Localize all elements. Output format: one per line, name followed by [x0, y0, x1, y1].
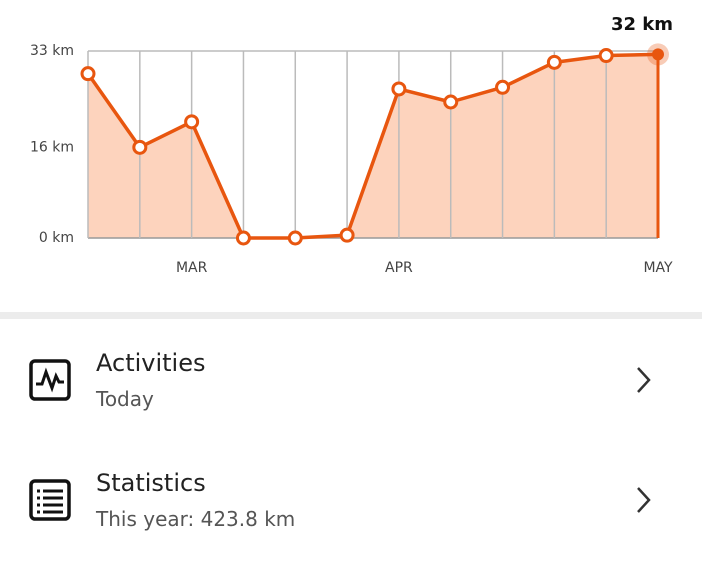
- point: [235, 230, 251, 246]
- y-tick-label: 0 km: [39, 230, 74, 246]
- separator: [0, 312, 702, 319]
- point: [80, 66, 96, 82]
- x-tick-label: MAY: [643, 260, 673, 276]
- row-title: Statistics: [96, 469, 206, 497]
- area: [88, 54, 658, 239]
- x-tick-label: MAR: [176, 260, 208, 276]
- y-tick-label: 16 km: [30, 139, 74, 155]
- point: [652, 48, 664, 61]
- activities-row[interactable]: Activities Today: [0, 325, 702, 435]
- chart: 0 km 16 km 33 km MAR APR MAY 32 km: [30, 14, 673, 276]
- statistics-row[interactable]: Statistics This year: 423.8 km: [0, 445, 702, 555]
- y-tick-label: 33 km: [30, 43, 74, 59]
- chevron: [637, 487, 651, 513]
- point: [443, 94, 459, 110]
- statistics-icon: [29, 479, 71, 521]
- point: [184, 114, 200, 130]
- point: [287, 230, 303, 246]
- point: [339, 227, 355, 243]
- point: [391, 81, 407, 97]
- point: [598, 48, 614, 64]
- chevron: [637, 367, 651, 393]
- row-subtitle: This year: 423.8 km: [96, 507, 296, 531]
- point: [546, 54, 562, 70]
- row-subtitle: Today: [96, 387, 154, 411]
- row-title: Activities: [96, 349, 206, 377]
- point: [132, 139, 148, 155]
- x-tick-label: APR: [385, 260, 413, 276]
- activities-icon: [29, 359, 71, 401]
- point: [495, 79, 511, 95]
- line: [86, 52, 659, 240]
- value-label: 32 km: [611, 14, 673, 35]
